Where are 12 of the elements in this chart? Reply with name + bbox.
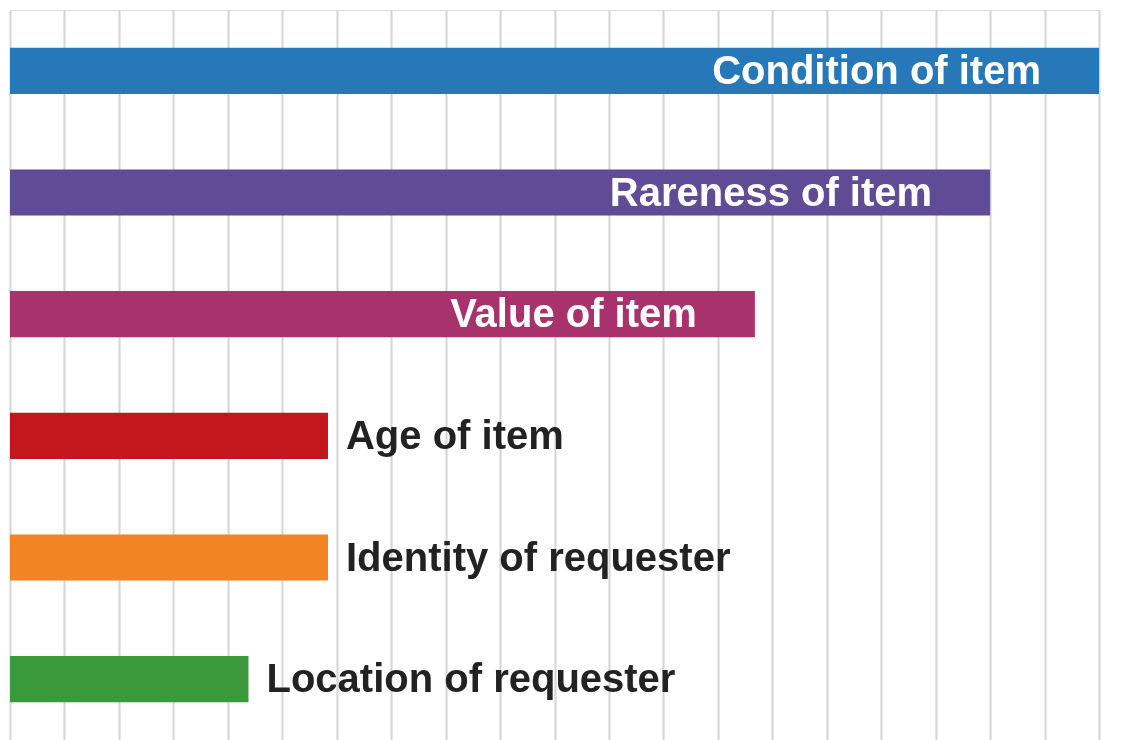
y-tick-label: Value of item (450, 291, 697, 336)
y-tick-label: Condition of item (712, 47, 1041, 92)
bar (10, 656, 249, 703)
y-tick-label: Identity of requester (345, 534, 731, 579)
bar (10, 534, 328, 581)
y-tick-label: Age of item (345, 412, 564, 457)
bar (10, 412, 328, 459)
y-tick-label: Rareness of item (609, 169, 933, 214)
bar (10, 291, 755, 338)
bar (10, 169, 991, 216)
bar (10, 47, 1099, 94)
y-tick-label: Location of requester (266, 656, 676, 701)
